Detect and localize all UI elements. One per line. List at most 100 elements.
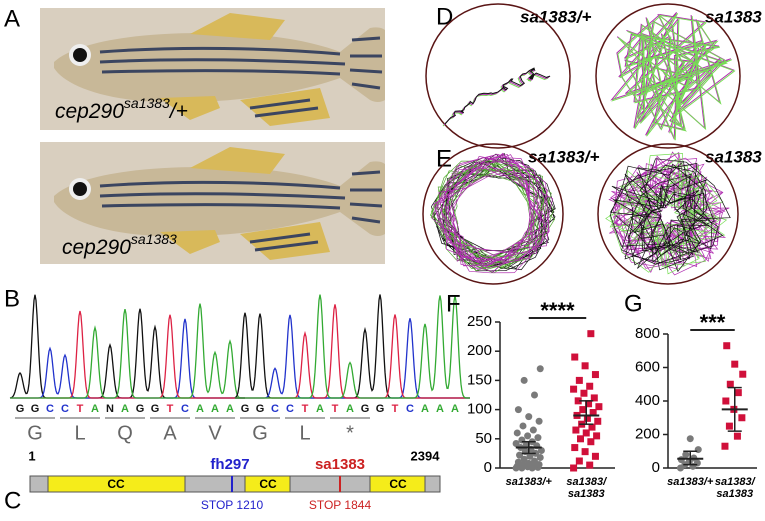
domain-label: CC — [389, 477, 407, 491]
point — [694, 446, 702, 454]
base-call: A — [316, 403, 324, 415]
base-call: G — [241, 403, 250, 415]
x-tick-label: sa1383/+ — [506, 476, 553, 488]
point — [513, 429, 521, 437]
point — [725, 422, 733, 430]
significance-label: **** — [540, 298, 575, 323]
base-call: A — [451, 403, 459, 415]
point — [572, 426, 580, 434]
point — [588, 423, 596, 431]
panel-label: C — [4, 487, 21, 514]
base-call: G — [151, 403, 160, 415]
amino-acid: * — [346, 422, 354, 444]
stop-label: STOP 1844 — [309, 498, 372, 512]
point — [583, 414, 591, 422]
point — [723, 342, 731, 350]
y-tick-label: 50 — [475, 430, 492, 447]
point — [535, 417, 543, 425]
y-tick-label: 0 — [484, 459, 492, 476]
point — [512, 439, 520, 447]
base-call: N — [106, 403, 114, 415]
panel-label: D — [436, 3, 453, 30]
base-call: G — [376, 403, 385, 415]
point — [571, 353, 579, 361]
base-call: A — [421, 403, 429, 415]
stop-label: STOP 1210 — [201, 498, 264, 512]
chromatogram-trace — [10, 303, 245, 399]
base-call: A — [121, 403, 129, 415]
point — [536, 453, 544, 461]
y-tick-label: 200 — [635, 425, 660, 442]
point — [589, 409, 597, 417]
protein-diagram — [29, 475, 441, 493]
base-call: A — [226, 403, 234, 415]
point — [520, 455, 528, 463]
point — [524, 432, 532, 440]
chromatogram-trace — [235, 294, 470, 399]
point — [738, 414, 746, 422]
panel-label: E — [436, 145, 452, 172]
point — [739, 370, 747, 378]
point — [733, 432, 741, 440]
generated: G G C C T A N A G G T C A A AG L Q A VG G C C T A T A G G T C A A AG L *F0… — [9, 3, 757, 500]
track — [605, 153, 728, 275]
track-label: sa1383 — [705, 147, 762, 166]
point — [591, 452, 599, 460]
panel-label: F — [446, 290, 461, 317]
y-tick-label: 100 — [467, 401, 492, 418]
base-call: G — [136, 403, 145, 415]
significance-label: *** — [700, 310, 726, 335]
panel-label: G — [624, 290, 643, 317]
track — [444, 67, 551, 125]
amino-acid: Q — [117, 422, 133, 444]
amino-acid: L — [74, 422, 85, 444]
y-tick-label: 600 — [635, 358, 660, 375]
track-label: sa1383 — [705, 7, 762, 26]
arena — [597, 143, 739, 285]
point — [531, 391, 538, 399]
point — [525, 413, 533, 421]
point — [575, 376, 583, 384]
point — [581, 448, 589, 456]
chromatogram-trace — [235, 304, 470, 399]
base-call: A — [346, 403, 354, 415]
base-call: A — [436, 403, 444, 415]
base-call: G — [256, 403, 265, 415]
base-call: T — [167, 403, 174, 415]
y-tick-label: 200 — [467, 342, 492, 359]
point — [734, 389, 742, 397]
y-tick-label: 0 — [652, 459, 660, 476]
y-tick-label: 150 — [467, 371, 492, 388]
point — [570, 385, 578, 393]
base-call: A — [211, 403, 219, 415]
point — [586, 382, 594, 390]
panel-label: A — [4, 5, 20, 32]
residue-label: 2394 — [411, 448, 441, 463]
track — [609, 158, 731, 273]
x-tick-label: sa1383/sa1383 — [566, 476, 608, 500]
point — [531, 457, 538, 465]
residue-label: 1 — [28, 448, 35, 463]
base-call: G — [16, 403, 25, 415]
point — [593, 432, 601, 440]
point — [731, 360, 739, 368]
point — [534, 434, 542, 442]
chromatogram-trace — [234, 294, 470, 399]
point — [580, 389, 588, 397]
point — [514, 458, 522, 466]
point — [519, 422, 527, 430]
base-call: C — [181, 403, 189, 415]
point — [570, 464, 578, 472]
base-call: C — [406, 403, 414, 415]
base-call: C — [271, 403, 279, 415]
point — [591, 371, 599, 379]
point — [586, 461, 594, 469]
point — [590, 394, 598, 402]
point — [579, 406, 587, 414]
amino-acid: A — [163, 422, 177, 444]
base-call: G — [361, 403, 370, 415]
base-call: T — [392, 403, 399, 415]
x-tick-label: sa1383/+ — [667, 476, 714, 488]
base-call: A — [91, 403, 99, 415]
